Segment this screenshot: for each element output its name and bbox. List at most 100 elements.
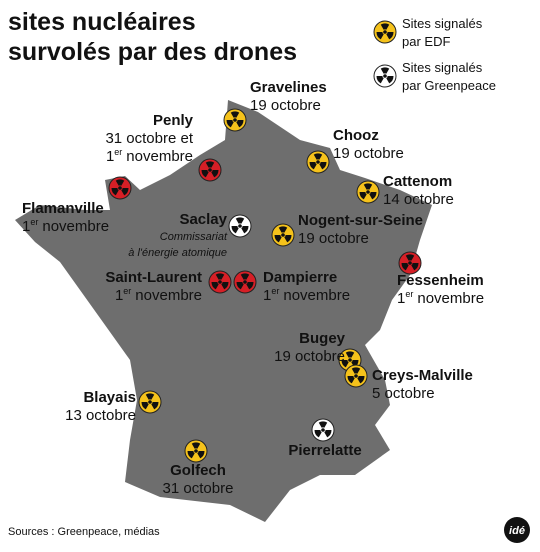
site-marker: [344, 364, 368, 388]
date-part: novembre: [42, 218, 109, 235]
trefoil-blade: [115, 179, 125, 186]
date-part: 19 octobre: [274, 348, 345, 365]
legend-label: par EDF: [402, 34, 450, 49]
site-name: Golfech: [170, 462, 226, 479]
trefoil-blade: [318, 421, 328, 428]
site-name: Blayais: [83, 389, 136, 406]
trefoil-blade: [246, 282, 254, 290]
trefoil-blade: [324, 430, 332, 438]
logo: idé: [509, 525, 525, 537]
trefoil-blade: [341, 360, 349, 368]
trefoil-center: [208, 168, 212, 172]
trefoil-blade: [230, 111, 240, 118]
trefoil-blade: [284, 235, 292, 243]
trefoil-center: [348, 358, 352, 362]
site-date: 14 octobre: [383, 191, 454, 208]
date-part: 1: [115, 287, 123, 304]
date-part: 5 octobre: [372, 385, 435, 402]
site-marker: [373, 20, 397, 44]
site-date: 1er novembre: [106, 147, 193, 165]
trefoil-blade: [226, 120, 234, 128]
trefoil-blade: [386, 32, 394, 40]
site-date: 1er novembre: [397, 289, 484, 307]
trefoil-blade: [141, 402, 149, 410]
date-part: novembre: [283, 287, 350, 304]
trefoil-blade: [221, 282, 229, 290]
trefoil-center: [383, 30, 387, 34]
site-name: Dampierre: [263, 269, 337, 286]
site-marker: [208, 270, 232, 294]
legend-label: Sites signalés: [402, 16, 483, 31]
date-part: er: [271, 286, 279, 296]
date-part: er: [30, 217, 38, 227]
date-part: novembre: [417, 290, 484, 307]
date-part: er: [405, 289, 413, 299]
trefoil-blade: [191, 442, 201, 449]
site-date: 1er novembre: [22, 217, 109, 235]
trefoil-blade: [411, 263, 419, 271]
trefoil-blade: [215, 273, 225, 280]
site-name: Saint-Laurent: [105, 269, 202, 286]
site-name: Flamanville: [22, 200, 104, 217]
site-name: Fessenheim: [397, 272, 484, 289]
trefoil-blade: [401, 263, 409, 271]
trefoil-blade: [274, 235, 282, 243]
trefoil-blade: [380, 23, 390, 30]
trefoil-center: [321, 428, 325, 432]
site-date: 31 octobre et: [105, 130, 193, 147]
logo-badge: [504, 517, 530, 543]
legend-label: par Greenpeace: [402, 78, 496, 93]
trefoil-blade: [309, 162, 317, 170]
site-date: 19 octobre: [274, 348, 345, 365]
site-marker: [184, 439, 208, 463]
trefoil-center: [281, 233, 285, 237]
date-part: 13 octobre: [65, 407, 136, 424]
site-note: Commissariat: [160, 231, 228, 243]
trefoil-blade: [363, 183, 373, 190]
site-date: 13 octobre: [65, 407, 136, 424]
trefoil-blade: [345, 351, 355, 358]
date-part: 19 octobre: [333, 145, 404, 162]
trefoil-center: [238, 224, 242, 228]
site-name: Gravelines: [250, 79, 327, 96]
date-part: 31 octobre: [163, 480, 234, 497]
site-name: Cattenom: [383, 173, 452, 190]
legend-label: Sites signalés: [402, 60, 483, 75]
trefoil-blade: [347, 376, 355, 384]
trefoil-blade: [211, 170, 219, 178]
site-name: Pierrelatte: [288, 442, 361, 459]
site-marker: [138, 390, 162, 414]
trefoil-center: [354, 374, 358, 378]
site-date: 31 octobre: [163, 480, 234, 497]
trefoil-center: [243, 280, 247, 284]
trefoil-center: [366, 190, 370, 194]
site-date: 19 octobre: [333, 145, 404, 162]
site-marker: [306, 150, 330, 174]
site-date: 19 octobre: [298, 230, 369, 247]
site-name: Chooz: [333, 127, 379, 144]
date-part: 1: [106, 148, 114, 165]
date-part: 1: [22, 218, 30, 235]
trefoil-center: [383, 74, 387, 78]
site-marker: [271, 223, 295, 247]
trefoil-center: [218, 280, 222, 284]
trefoil-blade: [314, 430, 322, 438]
site-marker: [233, 270, 257, 294]
trefoil-blade: [151, 402, 159, 410]
trefoil-blade: [359, 192, 367, 200]
site-marker: [198, 158, 222, 182]
title-line: sites nucléaires: [8, 8, 196, 36]
trefoil-center: [118, 186, 122, 190]
trefoil-blade: [187, 451, 195, 459]
trefoil-blade: [278, 226, 288, 233]
site-marker: [228, 214, 252, 238]
trefoil-blade: [231, 226, 239, 234]
site-marker: [311, 418, 335, 442]
site-date: 19 octobre: [250, 97, 321, 114]
trefoil-blade: [351, 360, 359, 368]
title-line: survolés par des drones: [8, 38, 297, 66]
date-part: novembre: [135, 287, 202, 304]
date-part: er: [114, 147, 122, 157]
site-name: Creys-Malville: [372, 367, 473, 384]
date-part: 14 octobre: [383, 191, 454, 208]
